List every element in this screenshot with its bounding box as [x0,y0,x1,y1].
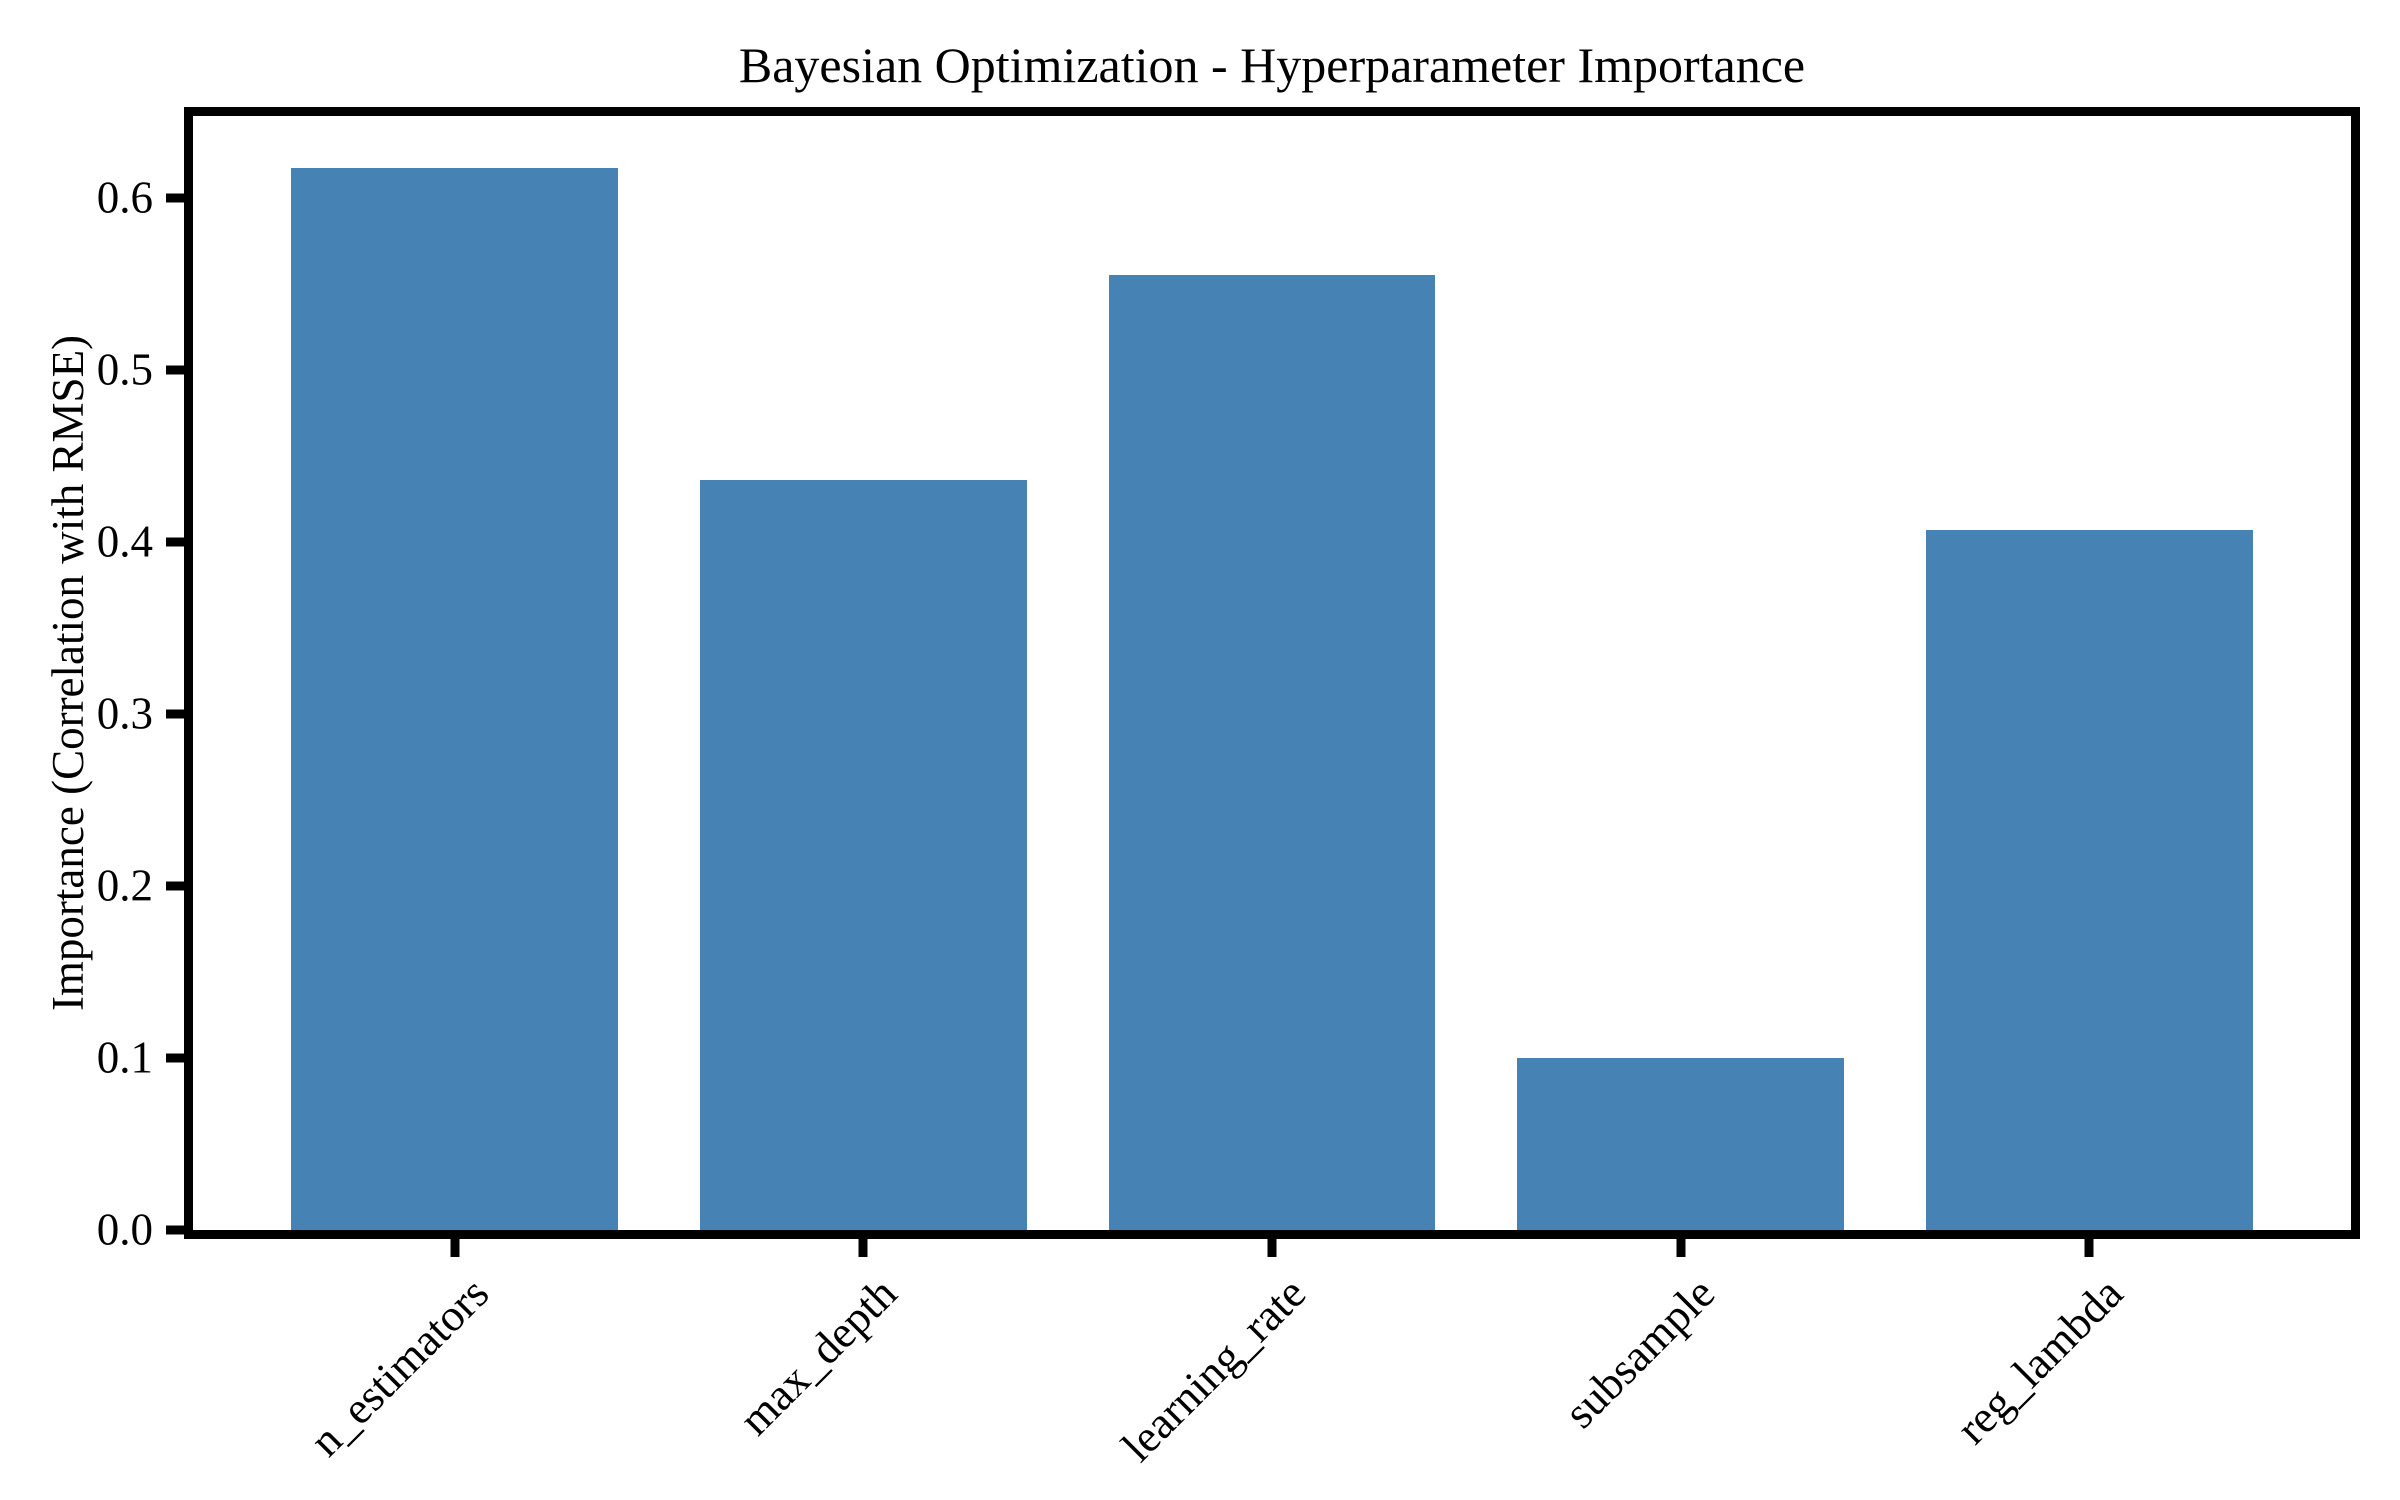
y-tick-label: 0.1 [96,1032,153,1083]
y-tick-label: 0.3 [96,688,153,739]
x-tick-label-subsample: subsample [1554,1267,1724,1438]
y-axis-label: Importance (Correlation with RMSE) [43,334,93,1012]
y-tick-label: 0.5 [96,344,153,395]
y-tick-mark [166,365,184,375]
y-tick-mark [166,1225,184,1235]
y-tick-mark [166,709,184,719]
x-tick-label-n_estimators: n_estimators [299,1267,498,1466]
bar-reg_lambda [1925,529,2253,1230]
x-tick-label-reg_lambda: reg_lambda [1947,1267,2133,1454]
y-tick-mark [166,193,184,203]
x-tick-mark [858,1239,868,1257]
y-tick-label: 0.6 [96,172,153,223]
x-tick-mark [1267,1239,1277,1257]
bar-max_depth [699,479,1027,1230]
chart-title: Bayesian Optimization - Hyperparameter I… [738,37,1806,93]
y-tick-label: 0.4 [96,516,153,567]
y-tick-mark [166,1053,184,1063]
x-tick-mark [2084,1239,2094,1257]
y-tick-label: 0.0 [96,1204,153,1255]
x-tick-mark [1676,1239,1686,1257]
bar-n_estimators [291,168,619,1230]
y-tick-mark [166,881,184,891]
x-tick-label-max_depth: max_depth [729,1267,907,1445]
bar-learning_rate [1108,275,1436,1230]
y-tick-label: 0.2 [96,860,153,911]
x-tick-label-learning_rate: learning_rate [1112,1267,1316,1472]
y-tick-mark [166,537,184,547]
bar-subsample [1517,1057,1845,1230]
x-tick-mark [450,1239,460,1257]
plot-area: Importance (Correlation with RMSE) 0.0 0.… [43,107,2360,1471]
